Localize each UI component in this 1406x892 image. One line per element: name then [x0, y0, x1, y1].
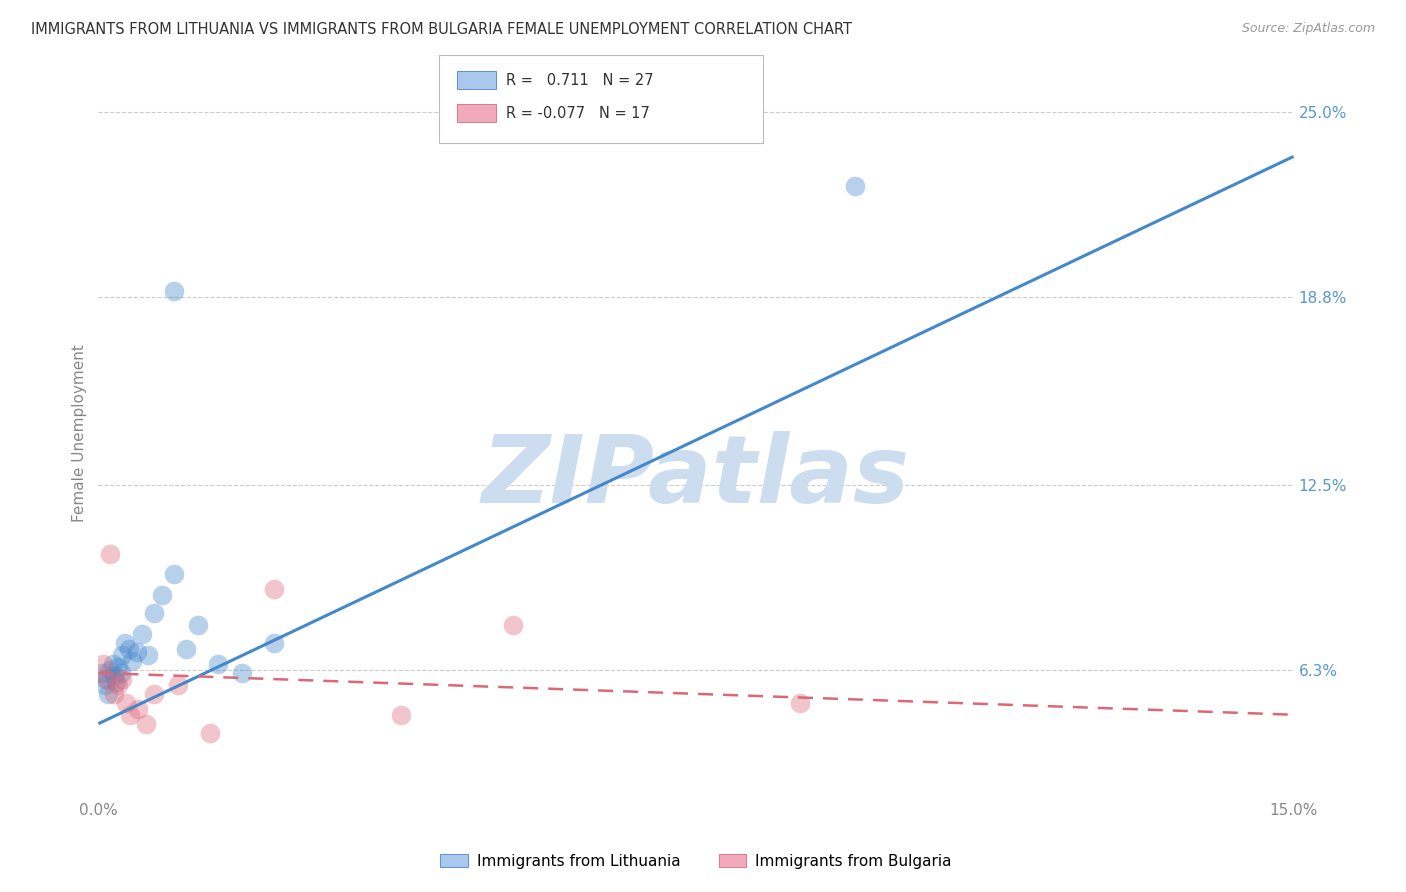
Point	[104, 674, 127, 689]
Point	[389, 707, 412, 722]
Point	[110, 665, 132, 680]
Point	[118, 642, 141, 657]
Point	[136, 648, 159, 662]
Text: R = -0.077   N = 17: R = -0.077 N = 17	[506, 106, 650, 120]
Legend: Immigrants from Lithuania, Immigrants from Bulgaria: Immigrants from Lithuania, Immigrants fr…	[434, 847, 957, 875]
Point	[107, 678, 129, 692]
Point	[789, 696, 811, 710]
Point	[135, 716, 157, 731]
Y-axis label: Female Unemployment: Female Unemployment	[72, 343, 87, 522]
Point	[163, 284, 186, 298]
Text: Source: ZipAtlas.com: Source: ZipAtlas.com	[1241, 22, 1375, 36]
Point	[263, 582, 285, 597]
Text: R =   0.711   N = 27: R = 0.711 N = 27	[506, 73, 654, 87]
Point	[111, 648, 134, 662]
Point	[150, 588, 173, 602]
Point	[96, 672, 118, 686]
Point	[121, 654, 143, 668]
Point	[174, 642, 197, 657]
Text: IMMIGRANTS FROM LITHUANIA VS IMMIGRANTS FROM BULGARIA FEMALE UNEMPLOYMENT CORREL: IMMIGRANTS FROM LITHUANIA VS IMMIGRANTS …	[31, 22, 852, 37]
Point	[96, 672, 118, 686]
Point	[143, 687, 166, 701]
Point	[143, 606, 166, 620]
Point	[91, 665, 114, 680]
Point	[187, 618, 209, 632]
Point	[167, 678, 190, 692]
Point	[91, 657, 114, 671]
Point	[502, 618, 524, 632]
Point	[131, 627, 153, 641]
Point	[103, 687, 125, 701]
Point	[94, 678, 117, 692]
Point	[263, 636, 285, 650]
Point	[107, 660, 129, 674]
Point	[114, 636, 136, 650]
Point	[98, 547, 122, 561]
Point	[97, 687, 120, 701]
Text: ZIPatlas: ZIPatlas	[482, 431, 910, 523]
Point	[115, 696, 138, 710]
Point	[163, 567, 186, 582]
Point	[207, 657, 229, 671]
Point	[844, 179, 866, 194]
Point	[103, 669, 125, 683]
Point	[120, 707, 142, 722]
Point	[127, 702, 149, 716]
Point	[231, 665, 253, 680]
Point	[101, 657, 124, 671]
Point	[98, 663, 122, 677]
Point	[125, 645, 148, 659]
Point	[198, 725, 221, 739]
Point	[111, 672, 134, 686]
